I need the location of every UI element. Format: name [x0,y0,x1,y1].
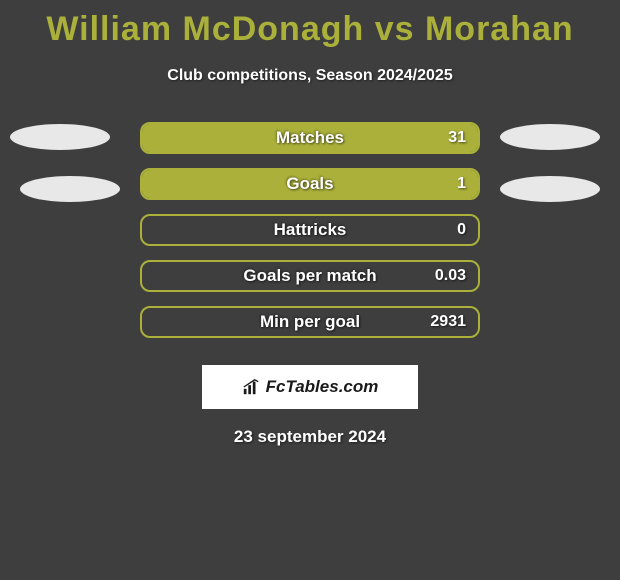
page-subtitle: Club competitions, Season 2024/2025 [0,67,620,85]
stat-bar: Min per goal 2931 [140,306,480,338]
stat-value: 31 [448,129,466,147]
stat-row: Goals 1 [0,161,620,207]
stat-value: 2931 [430,313,466,331]
stat-row: Hattricks 0 [0,207,620,253]
stat-label: Goals [286,174,333,194]
stat-bar: Hattricks 0 [140,214,480,246]
stat-row: Matches 31 [0,115,620,161]
stat-label: Goals per match [243,266,376,286]
stat-value: 0.03 [435,267,466,285]
stat-bar: Matches 31 [140,122,480,154]
chart-icon [242,378,260,396]
date-text: 23 september 2024 [0,427,620,447]
stat-bar: Goals per match 0.03 [140,260,480,292]
stat-bar: Goals 1 [140,168,480,200]
logo-text: FcTables.com [266,377,379,397]
stat-row: Min per goal 2931 [0,299,620,345]
stat-row: Goals per match 0.03 [0,253,620,299]
stat-value: 0 [457,221,466,239]
stat-label: Hattricks [274,220,347,240]
stat-value: 1 [457,175,466,193]
logo-box[interactable]: FcTables.com [202,365,418,409]
stat-label: Matches [276,128,344,148]
page-title: William McDonagh vs Morahan [0,0,620,49]
stat-label: Min per goal [260,312,360,332]
stats-container: Matches 31 Goals 1 Hattricks 0 Goals per… [0,115,620,345]
